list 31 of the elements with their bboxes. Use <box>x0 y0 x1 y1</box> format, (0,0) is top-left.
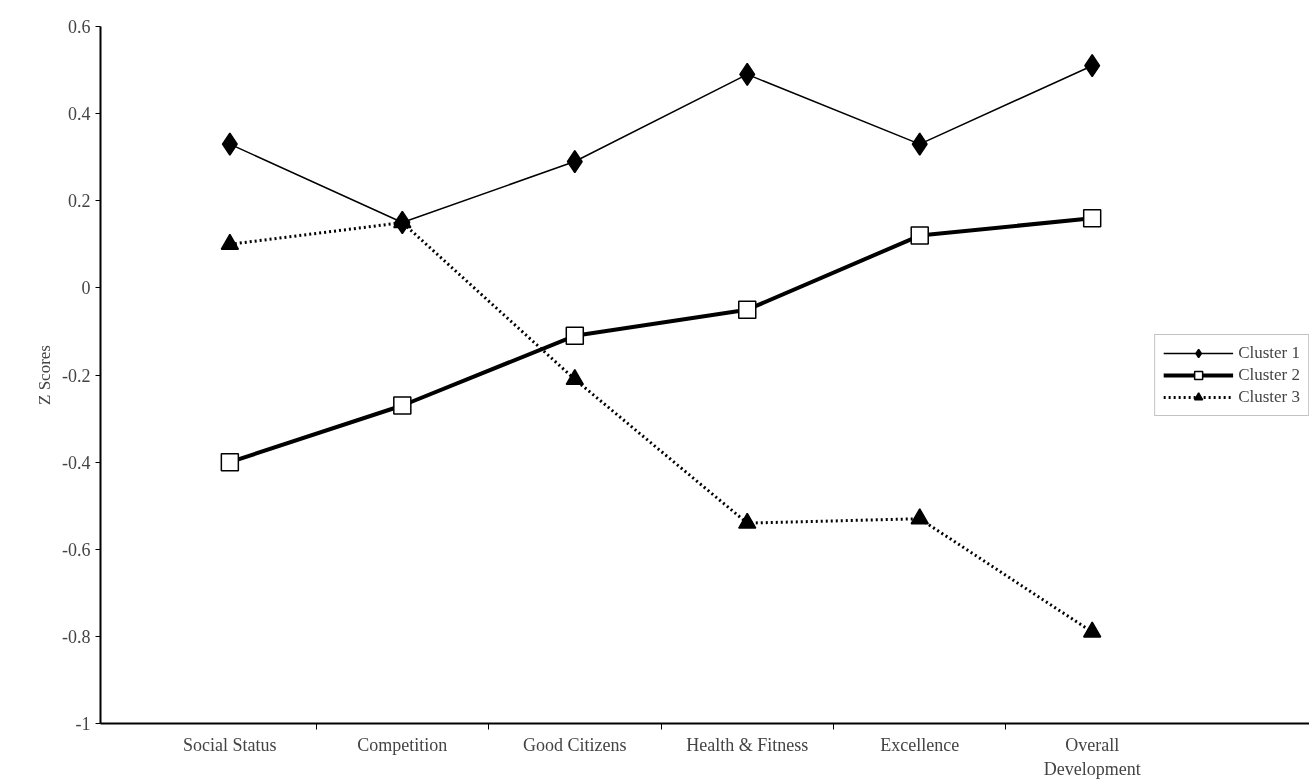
point <box>738 512 757 529</box>
point <box>911 132 928 156</box>
point <box>393 396 412 415</box>
point <box>910 508 929 525</box>
legend-label: Cluster 3 <box>1238 386 1300 407</box>
x-tick-label: Social Status <box>183 734 277 755</box>
y-tick-label: 0.4 <box>68 104 91 125</box>
x-tick-label: Good Citizens <box>523 734 627 755</box>
x-tick-label: Competition <box>357 734 448 755</box>
y-tick-label: -0.2 <box>62 365 91 386</box>
y-tick-label: 0 <box>81 278 91 299</box>
point <box>1082 208 1102 228</box>
y-axis-title: Z Scores <box>35 345 55 405</box>
point <box>910 226 929 245</box>
point <box>220 452 240 472</box>
point <box>1082 621 1102 638</box>
y-tick-label: -0.6 <box>62 539 91 560</box>
point <box>565 326 585 346</box>
y-tick-label: -1 <box>75 714 91 734</box>
y-tick-label: 0.2 <box>68 191 91 212</box>
point <box>565 368 585 386</box>
legend-label: Cluster 1 <box>1238 342 1300 363</box>
x-tick-label: Overall Development <box>1043 734 1141 779</box>
x-tick-label: Health & Fitness <box>686 734 809 755</box>
legend-label: Cluster 2 <box>1238 364 1300 385</box>
y-tick-label: -0.4 <box>62 452 91 473</box>
point <box>738 300 757 319</box>
y-tick-label: -0.8 <box>62 626 91 647</box>
point <box>221 132 238 156</box>
x-tick-label: Excellence <box>880 734 960 755</box>
y-tick-label: 0.6 <box>68 17 91 37</box>
